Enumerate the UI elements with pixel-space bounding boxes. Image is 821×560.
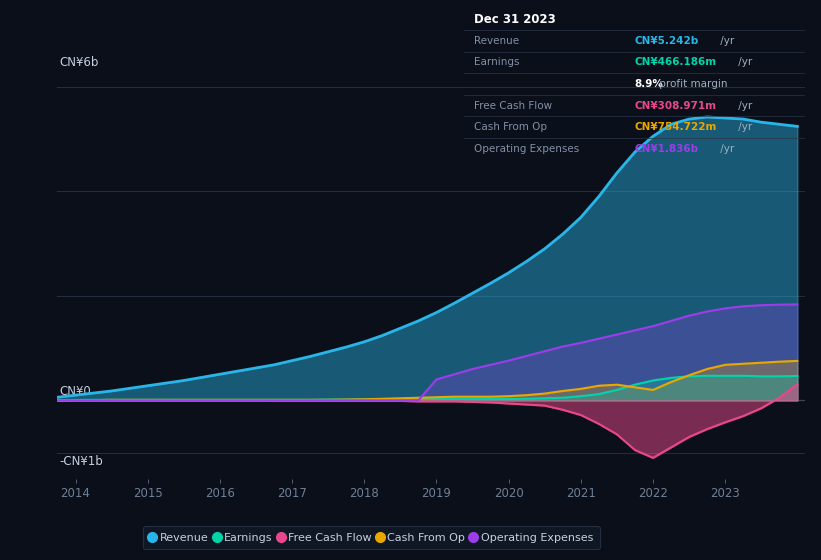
Text: CN¥754.722m: CN¥754.722m	[635, 122, 717, 132]
Text: CN¥308.971m: CN¥308.971m	[635, 101, 716, 111]
Text: /yr: /yr	[717, 36, 734, 46]
Text: Revenue: Revenue	[474, 36, 519, 46]
Text: /yr: /yr	[717, 144, 734, 154]
Text: CN¥6b: CN¥6b	[59, 55, 99, 69]
Text: CN¥5.242b: CN¥5.242b	[635, 36, 699, 46]
Text: CN¥0: CN¥0	[59, 385, 90, 398]
Text: -CN¥1b: -CN¥1b	[59, 455, 103, 468]
Text: Cash From Op: Cash From Op	[474, 122, 547, 132]
Text: profit margin: profit margin	[656, 79, 728, 89]
Text: Dec 31 2023: Dec 31 2023	[474, 13, 556, 26]
Text: CN¥466.186m: CN¥466.186m	[635, 58, 717, 67]
Text: 8.9%: 8.9%	[635, 79, 663, 89]
Text: CN¥1.836b: CN¥1.836b	[635, 144, 699, 154]
Text: /yr: /yr	[736, 101, 753, 111]
Legend: Revenue, Earnings, Free Cash Flow, Cash From Op, Operating Expenses: Revenue, Earnings, Free Cash Flow, Cash …	[143, 526, 599, 549]
Text: Earnings: Earnings	[474, 58, 520, 67]
Text: /yr: /yr	[736, 58, 753, 67]
Text: Operating Expenses: Operating Expenses	[474, 144, 580, 154]
Text: /yr: /yr	[736, 122, 753, 132]
Text: Free Cash Flow: Free Cash Flow	[474, 101, 553, 111]
